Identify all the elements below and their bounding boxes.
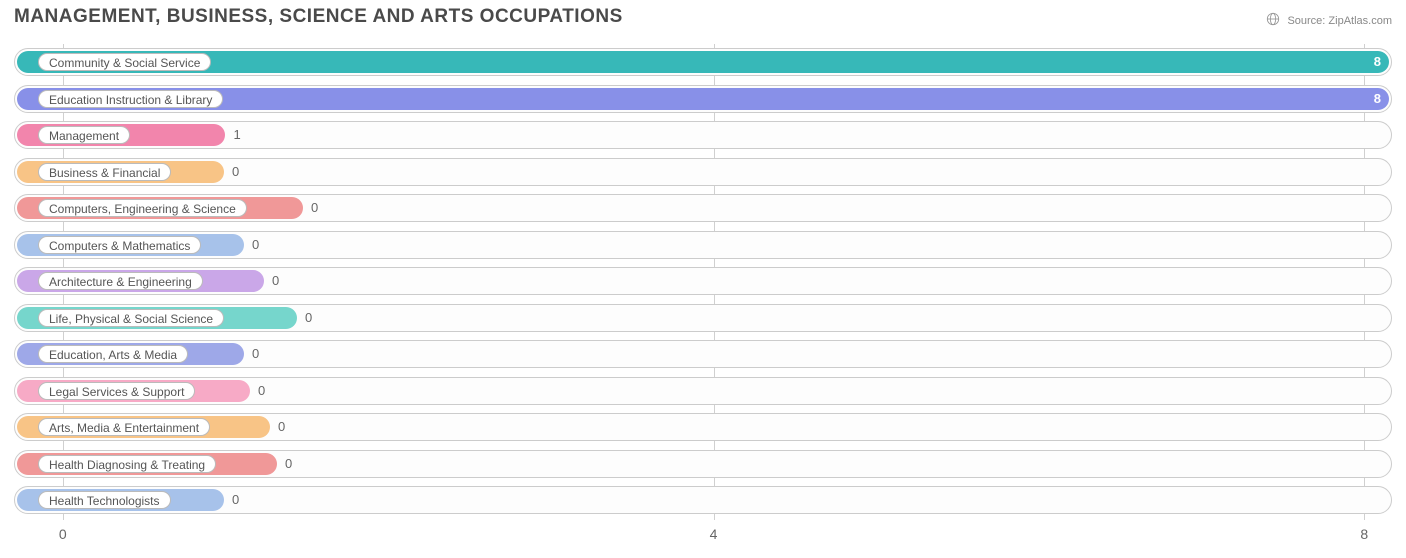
bar-row: Computers, Engineering & Science 0 xyxy=(14,194,1392,222)
bar-fill xyxy=(17,51,1389,73)
bar-label: Legal Services & Support xyxy=(38,382,195,400)
source-label: Source: xyxy=(1287,15,1325,27)
bar-label: Health Technologists xyxy=(38,491,171,509)
bar-row: Business & Financial 0 xyxy=(14,158,1392,186)
bar-value: 0 xyxy=(258,377,265,405)
bar-row: Life, Physical & Social Science 0 xyxy=(14,304,1392,332)
bar-value: 0 xyxy=(272,267,279,295)
bar-row: Computers & Mathematics 0 xyxy=(14,231,1392,259)
bar-label: Education Instruction & Library xyxy=(38,90,223,108)
bar-value: 0 xyxy=(252,340,259,368)
bar-row: Arts, Media & Entertainment 0 xyxy=(14,413,1392,441)
bar-row: Education, Arts & Media 0 xyxy=(14,340,1392,368)
x-tick-label: 0 xyxy=(59,526,67,542)
bar-value: 0 xyxy=(252,231,259,259)
plot-area: 048 Community & Social Service8Education… xyxy=(14,44,1392,542)
globe-icon xyxy=(1266,12,1280,26)
bar-label: Community & Social Service xyxy=(38,53,211,71)
bar-label: Life, Physical & Social Science xyxy=(38,309,224,327)
bar-label: Architecture & Engineering xyxy=(38,272,203,290)
source-name: ZipAtlas.com xyxy=(1328,15,1392,27)
x-tick-label: 4 xyxy=(710,526,718,542)
bar-value: 0 xyxy=(232,158,239,186)
bar-value: 0 xyxy=(278,413,285,441)
bar-row: Management 1 xyxy=(14,121,1392,149)
bar-label: Education, Arts & Media xyxy=(38,345,188,363)
bar-value: 8 xyxy=(1374,48,1381,76)
bar-label: Management xyxy=(38,126,130,144)
bar-row: Health Technologists 0 xyxy=(14,486,1392,514)
bar-row: Legal Services & Support 0 xyxy=(14,377,1392,405)
bar-label: Computers, Engineering & Science xyxy=(38,199,247,217)
bar-value: 1 xyxy=(233,121,240,149)
bars-container: Community & Social Service8Education Ins… xyxy=(14,48,1392,523)
bar-value: 0 xyxy=(232,486,239,514)
x-tick-label: 8 xyxy=(1360,526,1368,542)
bar-label: Business & Financial xyxy=(38,163,171,181)
bar-row: Architecture & Engineering 0 xyxy=(14,267,1392,295)
bar-label: Health Diagnosing & Treating xyxy=(38,455,216,473)
bar-value: 0 xyxy=(305,304,312,332)
bar-row: Health Diagnosing & Treating 0 xyxy=(14,450,1392,478)
bar-label: Computers & Mathematics xyxy=(38,236,201,254)
bar-value: 8 xyxy=(1374,85,1381,113)
bar-value: 0 xyxy=(285,450,292,478)
bar-row: Education Instruction & Library 8 xyxy=(14,85,1392,113)
bar-row: Community & Social Service 8 xyxy=(14,48,1392,76)
bar-value: 0 xyxy=(311,194,318,222)
bar-label: Arts, Media & Entertainment xyxy=(38,418,210,436)
source-attribution: Source: ZipAtlas.com xyxy=(1266,12,1392,27)
chart-title: MANAGEMENT, BUSINESS, SCIENCE AND ARTS O… xyxy=(14,6,623,28)
